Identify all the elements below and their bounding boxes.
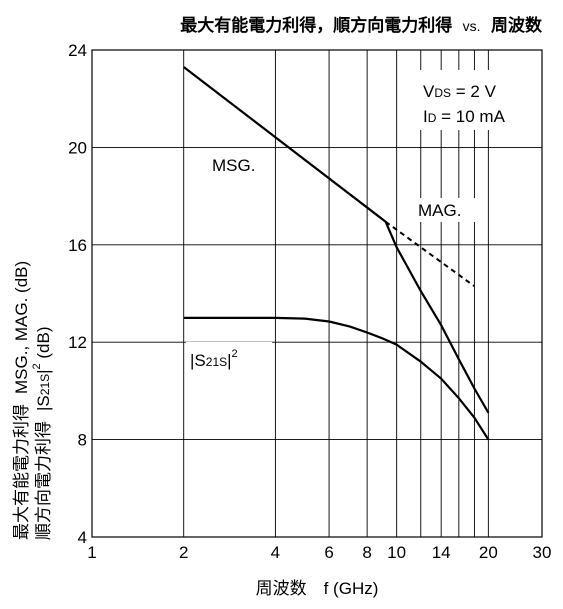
series-line-0: [183, 66, 387, 223]
x-axis-label: 周波数 f (GHz): [256, 579, 379, 598]
x-tick-label-4: 4: [271, 543, 280, 562]
x-tick-label-1: 1: [87, 543, 96, 562]
y-tick-labels: 4 8 12 16 20 24: [68, 41, 87, 547]
x-tick-label-6: 6: [324, 543, 333, 562]
data-series: [183, 66, 490, 441]
s21-label-bg: [186, 342, 272, 374]
y-tick-label-24: 24: [68, 41, 87, 60]
y-tick-label-16: 16: [68, 236, 87, 255]
x-tick-label-30: 30: [533, 543, 552, 562]
x-tick-label-10: 10: [387, 543, 406, 562]
chart-title-vs: vs.: [463, 18, 481, 34]
series-line-2: [385, 220, 475, 288]
mag-label-bg: [414, 198, 476, 222]
x-tick-label-14: 14: [432, 543, 451, 562]
x-tick-label-2: 2: [179, 543, 188, 562]
y-axis-label-line1: 最大有能電力利得MSG., MAG. (dB): [12, 261, 31, 540]
y-axis-label-line2: 順方向電力利得|S21S|2 (dB): [31, 326, 53, 540]
chart-title-right: 周波数: [491, 15, 543, 35]
x-tick-label-8: 8: [362, 543, 371, 562]
y-tick-label-12: 12: [68, 333, 87, 352]
y-tick-label-4: 4: [78, 528, 87, 547]
chart-title-left: 最大有能電力利得，順方向電力利得: [180, 15, 452, 35]
x-tick-labels: 1 2 4 6 8 10 14 20 30: [87, 543, 551, 562]
id-condition: ID = 10 mA: [423, 107, 506, 126]
chart-title: 最大有能電力利得，順方向電力利得 vs. 周波数: [180, 15, 543, 35]
y-tick-label-8: 8: [78, 431, 87, 450]
plot-frame: [91, 49, 543, 538]
series-line-1: [384, 221, 490, 414]
x-tick-label-20: 20: [479, 543, 498, 562]
s21-series-label: |S21S|2: [190, 348, 238, 370]
series-line-3: [183, 316, 490, 441]
y-axis-label: 最大有能電力利得MSG., MAG. (dB) 順方向電力利得|S21S|2 (…: [12, 261, 53, 540]
msg-label-bg: [208, 153, 268, 177]
y-tick-label-20: 20: [68, 138, 87, 157]
mag-series-label: MAG.: [418, 201, 461, 220]
grid-lines: [92, 50, 542, 537]
vds-condition: VDS = 2 V: [423, 82, 497, 101]
conditions-box: [413, 70, 531, 130]
msg-series-label: MSG.: [212, 156, 255, 175]
